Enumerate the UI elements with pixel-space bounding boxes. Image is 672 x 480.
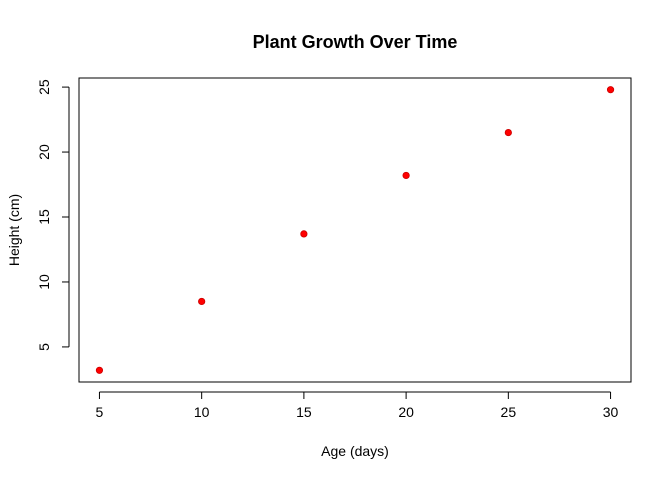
plot-frame [78,77,632,383]
x-tick-label: 5 [96,404,104,420]
y-tick-label: 5 [36,343,52,351]
y-axis: 5 10 15 20 25 [36,79,70,351]
x-tick-label: 15 [296,404,312,420]
x-tick-label: 20 [398,404,414,420]
x-axis-label: Age (days) [321,443,389,459]
data-point [504,128,512,137]
data-point [402,171,410,180]
data-point [300,230,308,238]
data-point [198,297,206,306]
y-tick-label: 10 [36,274,52,290]
y-tick-label: 25 [36,79,52,95]
x-tick-label: 10 [194,404,210,420]
data-point [606,86,615,94]
x-tick-label: 30 [603,404,619,420]
x-axis: 5 10 15 20 25 30 [96,391,619,420]
y-axis-label: Height (cm) [6,194,22,266]
data-points [95,86,615,374]
x-tick-label: 25 [501,404,517,420]
y-tick-label: 20 [36,144,52,160]
chart-title: Plant Growth Over Time [253,32,458,52]
y-tick-label: 15 [36,209,52,225]
data-point [95,366,104,374]
